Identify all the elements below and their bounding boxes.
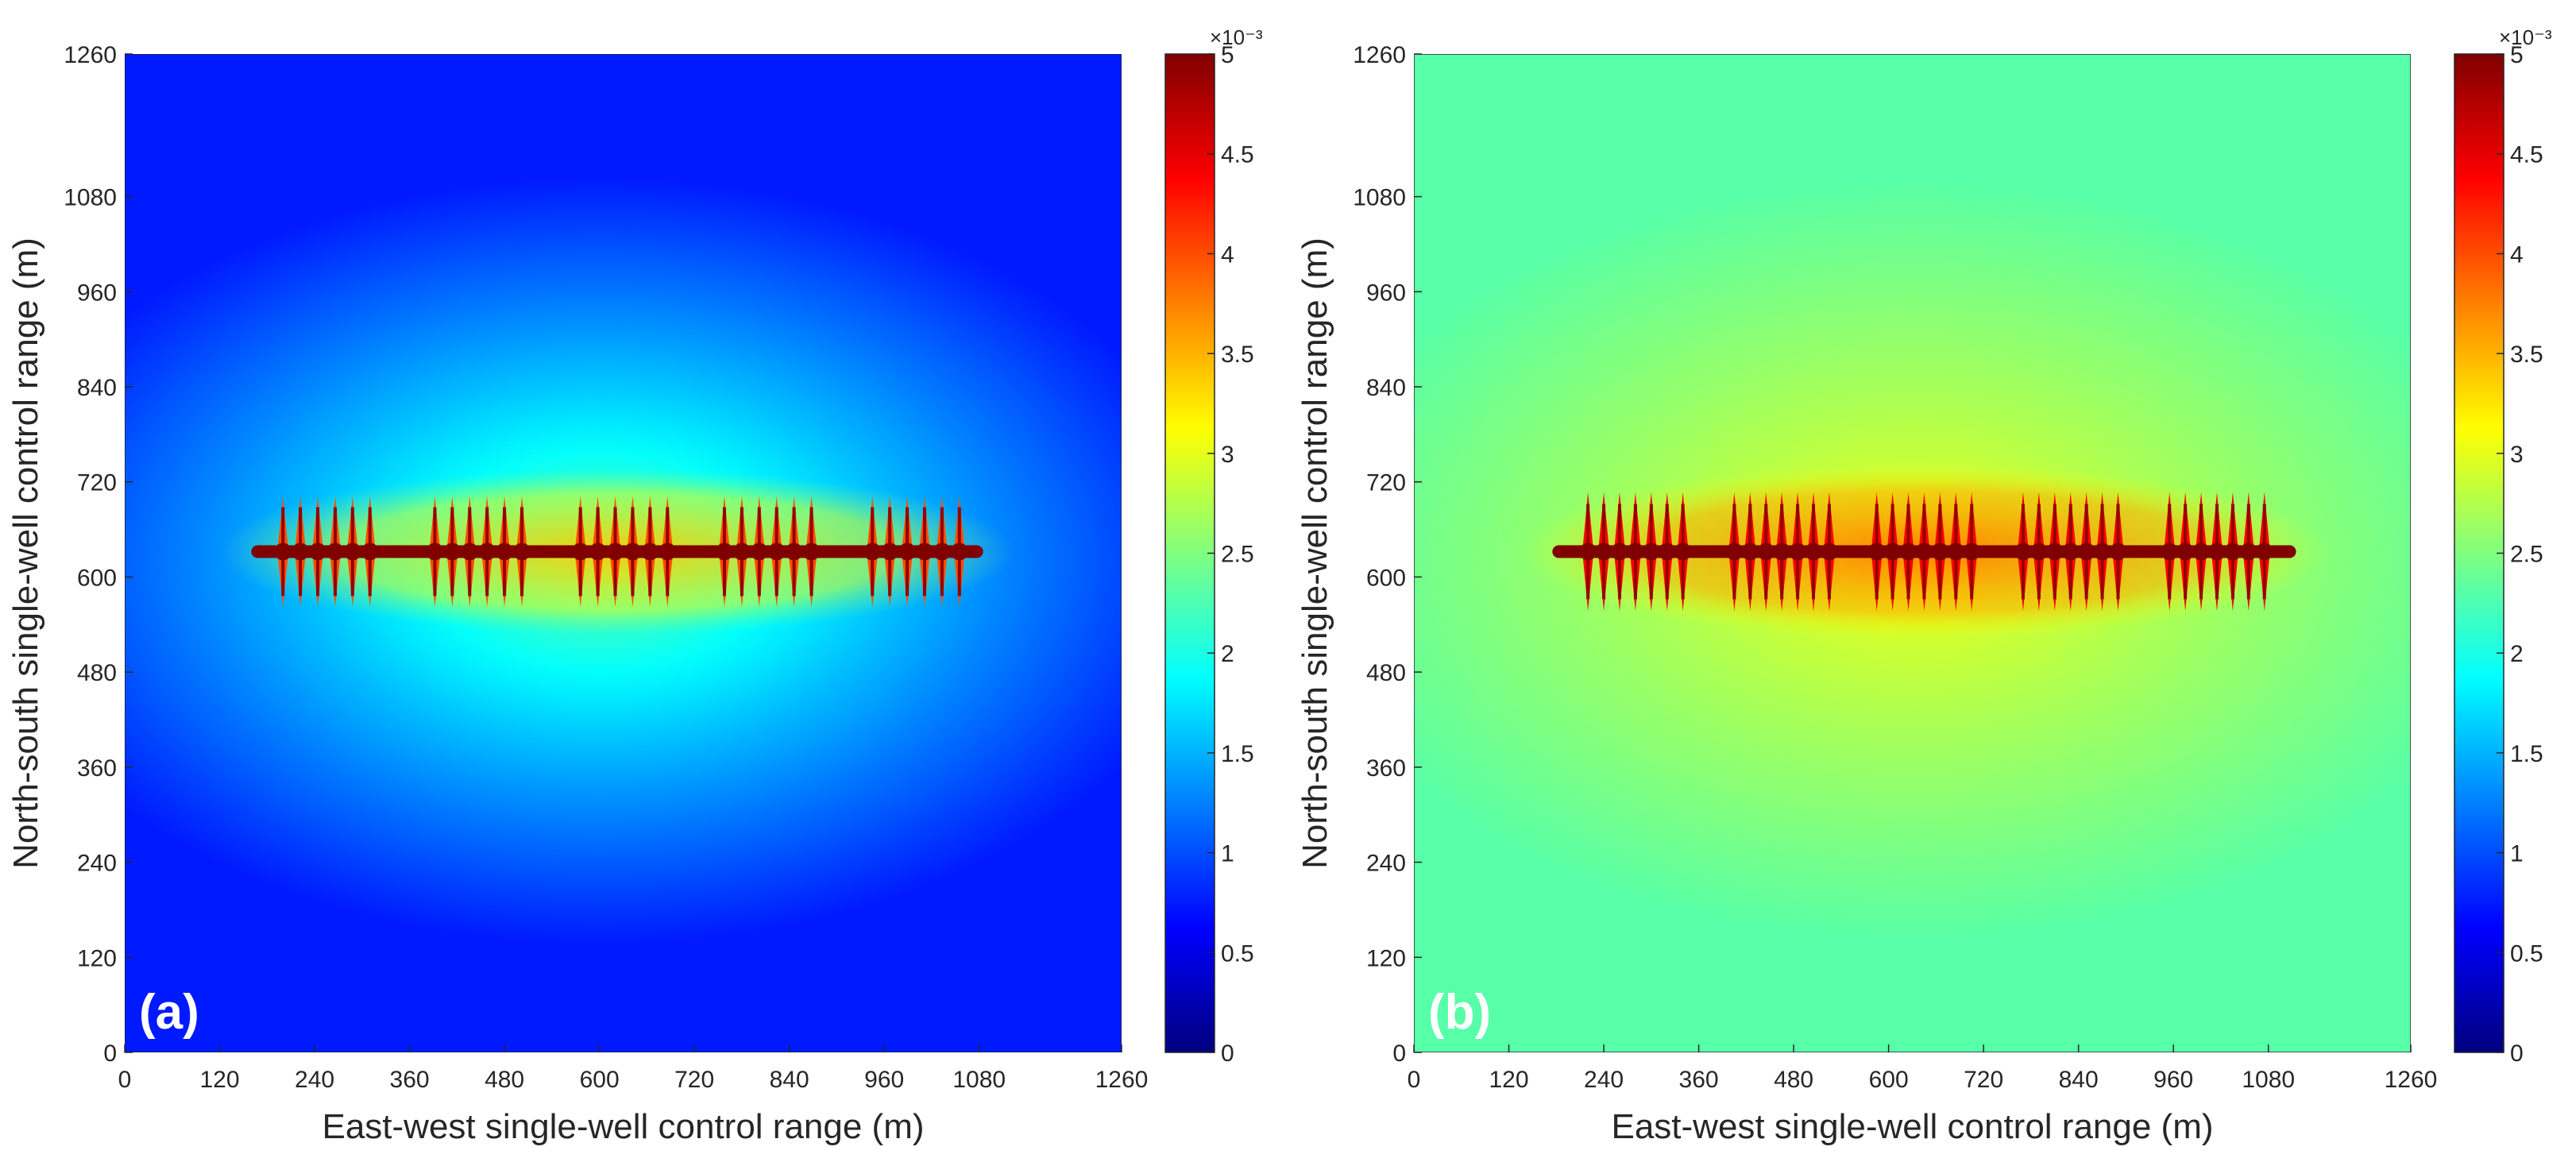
x-tick-label: 600 xyxy=(580,1067,620,1093)
colorbar-tick-label: 0 xyxy=(2510,1040,2524,1067)
y-tick-label: 1260 xyxy=(64,42,117,68)
x-axis-label-b: East-west single-well control range (m) xyxy=(1611,1107,2213,1146)
colorbar-tick-label: 1.5 xyxy=(1221,741,1254,767)
x-tick-label: 1080 xyxy=(2242,1067,2295,1093)
y-tick-label: 0 xyxy=(1392,1040,1406,1067)
x-tick-label: 960 xyxy=(2153,1067,2193,1093)
x-tick-label: 480 xyxy=(1774,1067,1813,1093)
colorbar-tick-label: 2 xyxy=(1221,641,1234,667)
colorbar-tick-label: 0.5 xyxy=(2510,940,2543,967)
x-tick-label: 0 xyxy=(1408,1067,1421,1093)
colorbar-exponent-b: ×10⁻³ xyxy=(2499,25,2552,49)
y-tick-label: 1080 xyxy=(1353,185,1406,211)
x-axis-ticks-a: 0 120 240 360 480 600 720 840 960 1080 1260 xyxy=(118,1044,1149,1093)
y-tick-label: 120 xyxy=(1366,945,1406,971)
colorbar-ticks-b: 0 0.5 1 1.5 2 2.5 3 3.5 4 4.5 5 xyxy=(2497,42,2543,1067)
x-tick-label: 0 xyxy=(118,1067,132,1093)
colorbar-tick-label: 1.5 xyxy=(2510,741,2543,767)
y-tick-label: 360 xyxy=(77,755,117,782)
colorbar-gradient xyxy=(2454,53,2505,1053)
x-tick-label: 840 xyxy=(770,1067,809,1093)
colorbar-tick-label: 4.5 xyxy=(2510,142,2543,168)
y-tick-label: 600 xyxy=(77,565,117,591)
panel-a: 0 120 240 360 480 600 720 840 960 1080 1260 012024… xyxy=(6,25,1263,1146)
y-tick-label: 480 xyxy=(1366,660,1406,686)
heatmap-marks-b xyxy=(1414,54,2411,1052)
colorbar-tick-label: 1 xyxy=(2510,841,2524,867)
colorbar-tick-label: 1 xyxy=(1221,841,1234,867)
x-tick-label: 360 xyxy=(1679,1067,1719,1093)
y-tick-label: 960 xyxy=(77,280,117,306)
y-tick-label: 0 xyxy=(103,1040,117,1067)
x-tick-label: 120 xyxy=(1489,1067,1528,1093)
colorbar-tick-label: 5 xyxy=(2510,42,2524,68)
y-tick-label: 600 xyxy=(1366,565,1406,591)
y-tick-label: 960 xyxy=(1366,280,1406,306)
y-tick-label: 840 xyxy=(1366,375,1406,401)
x-tick-label: 960 xyxy=(864,1067,904,1093)
y-axis-ticks-a: 0 120 240 360 480 600 720 840 960 1080 1260 xyxy=(64,42,133,1067)
colorbar-tick-label: 2.5 xyxy=(1221,542,1254,568)
x-tick-label: 600 xyxy=(1869,1067,1909,1093)
x-tick-label: 1080 xyxy=(952,1067,1006,1093)
y-axis-label-b: North-south single-well control range (m… xyxy=(1296,237,1334,869)
x-tick-label: 1260 xyxy=(2385,1067,2438,1093)
y-tick-label: 240 xyxy=(77,851,117,877)
colorbar-tick-label: 3 xyxy=(2510,442,2524,468)
x-tick-label: 120 xyxy=(199,1067,239,1093)
y-axis-label-a: North-south single-well control range (m… xyxy=(6,237,45,869)
x-axis-label-a: East-west single-well control range (m) xyxy=(322,1107,924,1146)
heatmap-marks-a xyxy=(125,54,1122,1052)
wellbore xyxy=(1552,545,2296,558)
x-axis-ticks-b: 0 120 240 360 480 600 720 840 960 1080 1260 xyxy=(1408,1044,2438,1093)
x-tick-label: 840 xyxy=(2059,1067,2099,1093)
x-tick-label: 360 xyxy=(390,1067,430,1093)
y-tick-label: 480 xyxy=(77,660,117,686)
x-tick-label: 720 xyxy=(1964,1067,2003,1093)
colorbar-exponent-a: ×10⁻³ xyxy=(1210,25,1263,49)
colorbar-tick-label: 3.5 xyxy=(2510,342,2543,368)
colorbar-a xyxy=(1164,53,1215,1053)
colorbar-ticks-a: 0 0.5 1 1.5 2 2.5 3 3.5 4 4.5 5 xyxy=(1207,42,1254,1067)
panel-b: 0 120 240 360 480 600 720 840 960 1080 1260 012024… xyxy=(1296,25,2552,1146)
colorbar-tick-label: 5 xyxy=(1221,42,1234,68)
y-tick-label: 1080 xyxy=(64,185,117,211)
colorbar-tick-label: 3 xyxy=(1221,442,1234,468)
y-tick-label: 840 xyxy=(77,375,117,401)
colorbar-tick-label: 3.5 xyxy=(1221,342,1254,368)
colorbar-tick-label: 0.5 xyxy=(1221,940,1254,967)
y-tick-label: 720 xyxy=(77,470,117,496)
x-tick-label: 480 xyxy=(485,1067,524,1093)
colorbar-tick-label: 2.5 xyxy=(2510,542,2543,568)
y-tick-label: 1260 xyxy=(1353,42,1406,68)
panel-label-a: (a) xyxy=(139,985,199,1040)
wellbore xyxy=(251,545,983,558)
x-tick-label: 720 xyxy=(674,1067,714,1093)
panel-label-b: (b) xyxy=(1428,985,1491,1040)
colorbar-gradient xyxy=(1164,53,1215,1053)
y-tick-label: 240 xyxy=(1366,851,1406,877)
colorbar-tick-label: 2 xyxy=(2510,641,2524,667)
colorbar-b xyxy=(2454,53,2505,1053)
x-tick-label: 1260 xyxy=(1095,1067,1149,1093)
x-tick-label: 240 xyxy=(1584,1067,1624,1093)
colorbar-tick-label: 4 xyxy=(2510,241,2524,268)
y-axis-ticks-b: 0 120 240 360 480 600 720 840 960 1080 1260 xyxy=(1353,42,1422,1067)
y-tick-label: 120 xyxy=(77,945,117,971)
colorbar-tick-label: 4.5 xyxy=(1221,142,1254,168)
y-tick-label: 360 xyxy=(1366,755,1406,782)
x-tick-label: 240 xyxy=(295,1067,334,1093)
y-tick-label: 720 xyxy=(1366,470,1406,496)
colorbar-tick-label: 0 xyxy=(1221,1040,1234,1067)
colorbar-tick-label: 4 xyxy=(1221,241,1234,268)
